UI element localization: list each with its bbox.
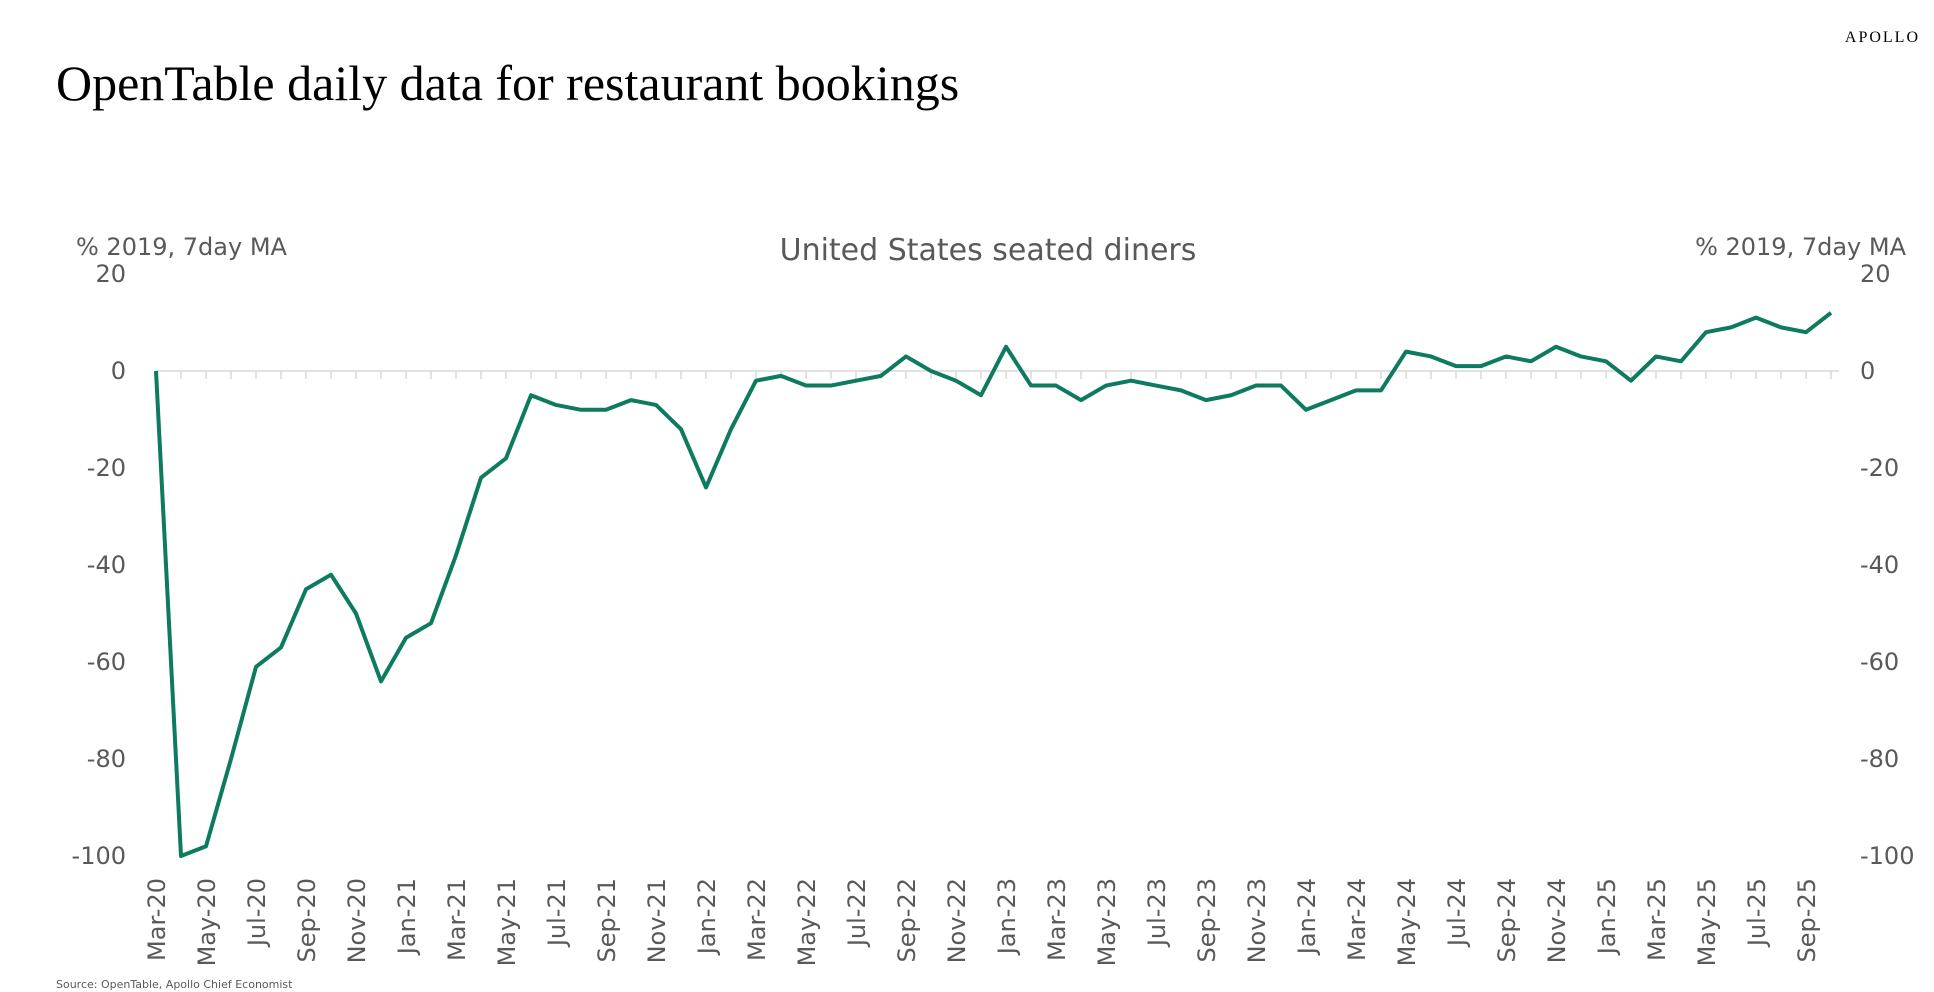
- x-tick-label: Jan-23: [993, 878, 1021, 956]
- x-tick-label: Sep-23: [1193, 878, 1221, 962]
- y2-tick-label: -100: [1860, 842, 1914, 870]
- x-tick-label: Jul-24: [1443, 878, 1471, 948]
- x-tick-label: Jan-22: [693, 878, 721, 956]
- x-tick-label: Sep-20: [293, 878, 321, 962]
- y2-tick-label: -80: [1860, 745, 1899, 773]
- x-tick-label: Jul-22: [843, 878, 871, 948]
- x-tick-label: May-21: [493, 878, 521, 966]
- y2-tick-label: -60: [1860, 648, 1899, 676]
- y2-axis-label: % 2019, 7day MA: [1695, 233, 1907, 261]
- x-tick-label: Sep-22: [893, 878, 921, 962]
- y2-tick-label: 0: [1860, 357, 1875, 385]
- x-tick-label: Mar-24: [1343, 878, 1371, 961]
- x-tick-label: May-24: [1393, 878, 1421, 966]
- y2-tick-label: -40: [1860, 551, 1899, 579]
- x-tick-label: Jul-25: [1743, 878, 1771, 948]
- x-tick-label: May-20: [193, 878, 221, 966]
- x-tick-label: Mar-25: [1643, 878, 1671, 961]
- x-tick-label: Mar-20: [143, 878, 171, 961]
- y-tick-label: -60: [87, 648, 126, 676]
- y-tick-label: 20: [95, 260, 126, 288]
- y-tick-label: -20: [87, 454, 126, 482]
- x-tick-label: Nov-21: [643, 878, 671, 963]
- x-tick-label: Jul-23: [1143, 878, 1171, 948]
- x-tick-label: Nov-20: [343, 878, 371, 963]
- y-tick-label: -100: [72, 842, 126, 870]
- line-series: [154, 311, 1833, 858]
- x-tick-label: Sep-24: [1493, 878, 1521, 962]
- x-tick-label: Nov-24: [1543, 878, 1571, 963]
- y2-tick-label: -20: [1860, 454, 1899, 482]
- y-tick-label: -80: [87, 745, 126, 773]
- chart-title: OpenTable daily data for restaurant book…: [56, 55, 959, 111]
- x-tick-label: Jan-25: [1593, 878, 1621, 956]
- y2-tick-label: 20: [1860, 260, 1891, 288]
- x-tick-label: May-23: [1093, 878, 1121, 966]
- x-tick-label: Jul-21: [543, 878, 571, 948]
- x-tick-label: Sep-21: [593, 878, 621, 962]
- brand: APOLLO: [1845, 29, 1920, 46]
- x-tick-label: Mar-23: [1043, 878, 1071, 961]
- x-tick-label: May-25: [1693, 878, 1721, 966]
- y-tick-label: 0: [111, 357, 126, 385]
- chart-subtitle: United States seated diners: [780, 233, 1197, 268]
- x-tick-label: Jan-24: [1293, 878, 1321, 956]
- x-tick-label: Jan-21: [393, 878, 421, 956]
- x-tick-label: Mar-22: [743, 878, 771, 961]
- x-tick-label: May-22: [793, 878, 821, 966]
- y-tick-label: -40: [87, 551, 126, 579]
- x-tick-label: Nov-23: [1243, 878, 1271, 963]
- x-tick-label: Jul-20: [243, 878, 271, 948]
- x-tick-label: Nov-22: [943, 878, 971, 963]
- source: Source: OpenTable, Apollo Chief Economis…: [56, 978, 293, 991]
- x-tick-label: Mar-21: [443, 878, 471, 961]
- x-tick-label: Sep-25: [1793, 878, 1821, 962]
- y-axis-label: % 2019, 7day MA: [76, 233, 288, 261]
